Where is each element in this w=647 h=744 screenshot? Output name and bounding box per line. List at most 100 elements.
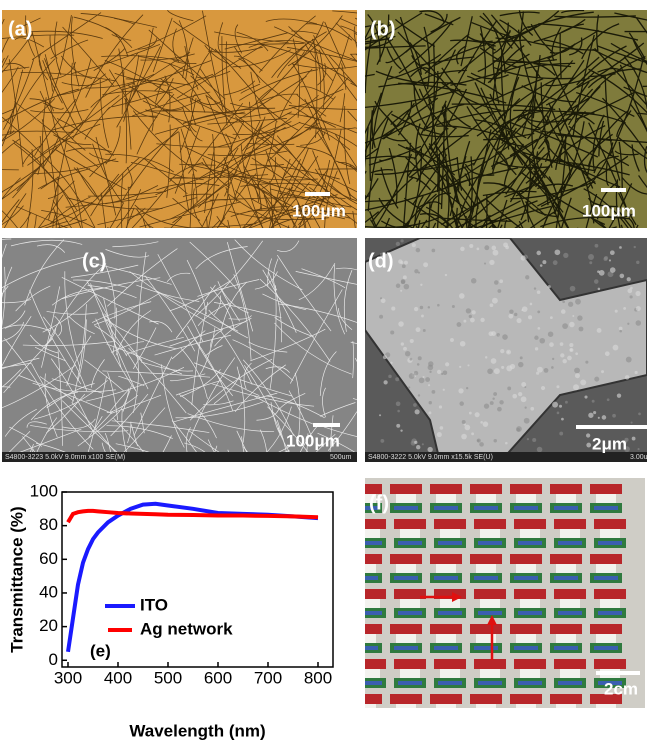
grain bbox=[627, 323, 629, 325]
logo-top bbox=[394, 519, 426, 529]
grain bbox=[532, 438, 536, 442]
logo-wave bbox=[474, 506, 498, 510]
grain bbox=[555, 249, 561, 255]
grain bbox=[525, 407, 527, 409]
grain bbox=[539, 338, 545, 344]
grain bbox=[458, 388, 463, 393]
grain bbox=[537, 311, 540, 314]
logo-book bbox=[596, 704, 616, 713]
logo-book bbox=[600, 529, 620, 538]
grain bbox=[575, 373, 580, 378]
grain bbox=[437, 370, 441, 374]
logo-top bbox=[350, 554, 382, 564]
grain bbox=[379, 414, 381, 416]
logo-top bbox=[590, 484, 622, 494]
grain bbox=[520, 356, 523, 359]
logo-top bbox=[390, 554, 422, 564]
grain bbox=[477, 248, 480, 251]
grain bbox=[638, 413, 641, 416]
logo-book bbox=[396, 494, 416, 503]
grain bbox=[586, 443, 591, 448]
legend-label: Ag network bbox=[140, 619, 233, 638]
logo-top bbox=[390, 694, 422, 704]
logo-wave bbox=[438, 611, 462, 615]
grain bbox=[627, 277, 631, 281]
grain bbox=[602, 415, 607, 420]
logo-top bbox=[430, 624, 462, 634]
grain bbox=[599, 270, 605, 276]
logo-wave bbox=[594, 576, 618, 580]
grain bbox=[588, 254, 594, 260]
grain bbox=[527, 438, 529, 440]
grain bbox=[408, 386, 410, 388]
logo-wave bbox=[474, 646, 498, 650]
grain bbox=[521, 309, 523, 311]
logo-book bbox=[480, 529, 500, 538]
grain bbox=[530, 407, 534, 411]
logo-book bbox=[600, 599, 620, 608]
logo-wave bbox=[358, 681, 382, 685]
grain bbox=[452, 305, 455, 308]
logo-wave bbox=[398, 681, 422, 685]
logo-top bbox=[354, 589, 386, 599]
logo-wave bbox=[358, 611, 382, 615]
scale-bar bbox=[576, 425, 647, 429]
logo-book bbox=[560, 669, 580, 678]
logo-book bbox=[396, 634, 416, 643]
grain bbox=[496, 333, 500, 337]
logo-book bbox=[480, 599, 500, 608]
logo-top bbox=[594, 519, 626, 529]
grain bbox=[403, 275, 407, 279]
logo-bottom bbox=[430, 713, 462, 723]
grain bbox=[459, 293, 465, 299]
logo-book bbox=[360, 599, 380, 608]
y-tick-label: 40 bbox=[39, 582, 58, 601]
logo-top bbox=[550, 554, 582, 564]
logo-top bbox=[390, 484, 422, 494]
grain bbox=[492, 397, 494, 399]
grain bbox=[521, 396, 527, 402]
grain bbox=[479, 442, 484, 447]
grain bbox=[417, 363, 420, 366]
logo-book bbox=[596, 494, 616, 503]
grain bbox=[396, 242, 400, 246]
grain bbox=[404, 261, 408, 265]
grain bbox=[484, 403, 489, 408]
grain bbox=[634, 246, 636, 248]
grain bbox=[398, 321, 404, 327]
crack bbox=[0, 458, 12, 485]
logo-bottom bbox=[470, 713, 502, 723]
grain bbox=[414, 441, 417, 444]
logo-bottom bbox=[350, 713, 382, 723]
grain bbox=[537, 447, 543, 453]
grain bbox=[588, 413, 593, 418]
legend-label: ITO bbox=[140, 595, 168, 614]
grain bbox=[499, 400, 503, 404]
grain bbox=[427, 447, 432, 452]
logo-top bbox=[354, 659, 386, 669]
logo-wave bbox=[518, 541, 542, 545]
grain bbox=[507, 351, 509, 353]
logo-book bbox=[440, 599, 460, 608]
grain bbox=[494, 439, 497, 442]
grain bbox=[459, 366, 461, 368]
grain bbox=[494, 280, 499, 285]
grain bbox=[549, 342, 554, 347]
panel-label: (b) bbox=[370, 18, 396, 40]
grain bbox=[490, 401, 494, 405]
grain bbox=[635, 291, 640, 296]
grain bbox=[559, 432, 563, 436]
grain bbox=[428, 306, 430, 308]
grain bbox=[492, 298, 498, 304]
grain bbox=[489, 260, 494, 265]
grain bbox=[617, 393, 621, 397]
x-tick-label: 500 bbox=[154, 668, 182, 687]
grain bbox=[525, 275, 529, 279]
grain bbox=[630, 295, 633, 298]
grain bbox=[569, 343, 573, 347]
logo-top bbox=[590, 624, 622, 634]
grain bbox=[460, 341, 466, 347]
grain bbox=[388, 375, 392, 379]
grain bbox=[626, 357, 632, 363]
grain bbox=[502, 334, 508, 340]
